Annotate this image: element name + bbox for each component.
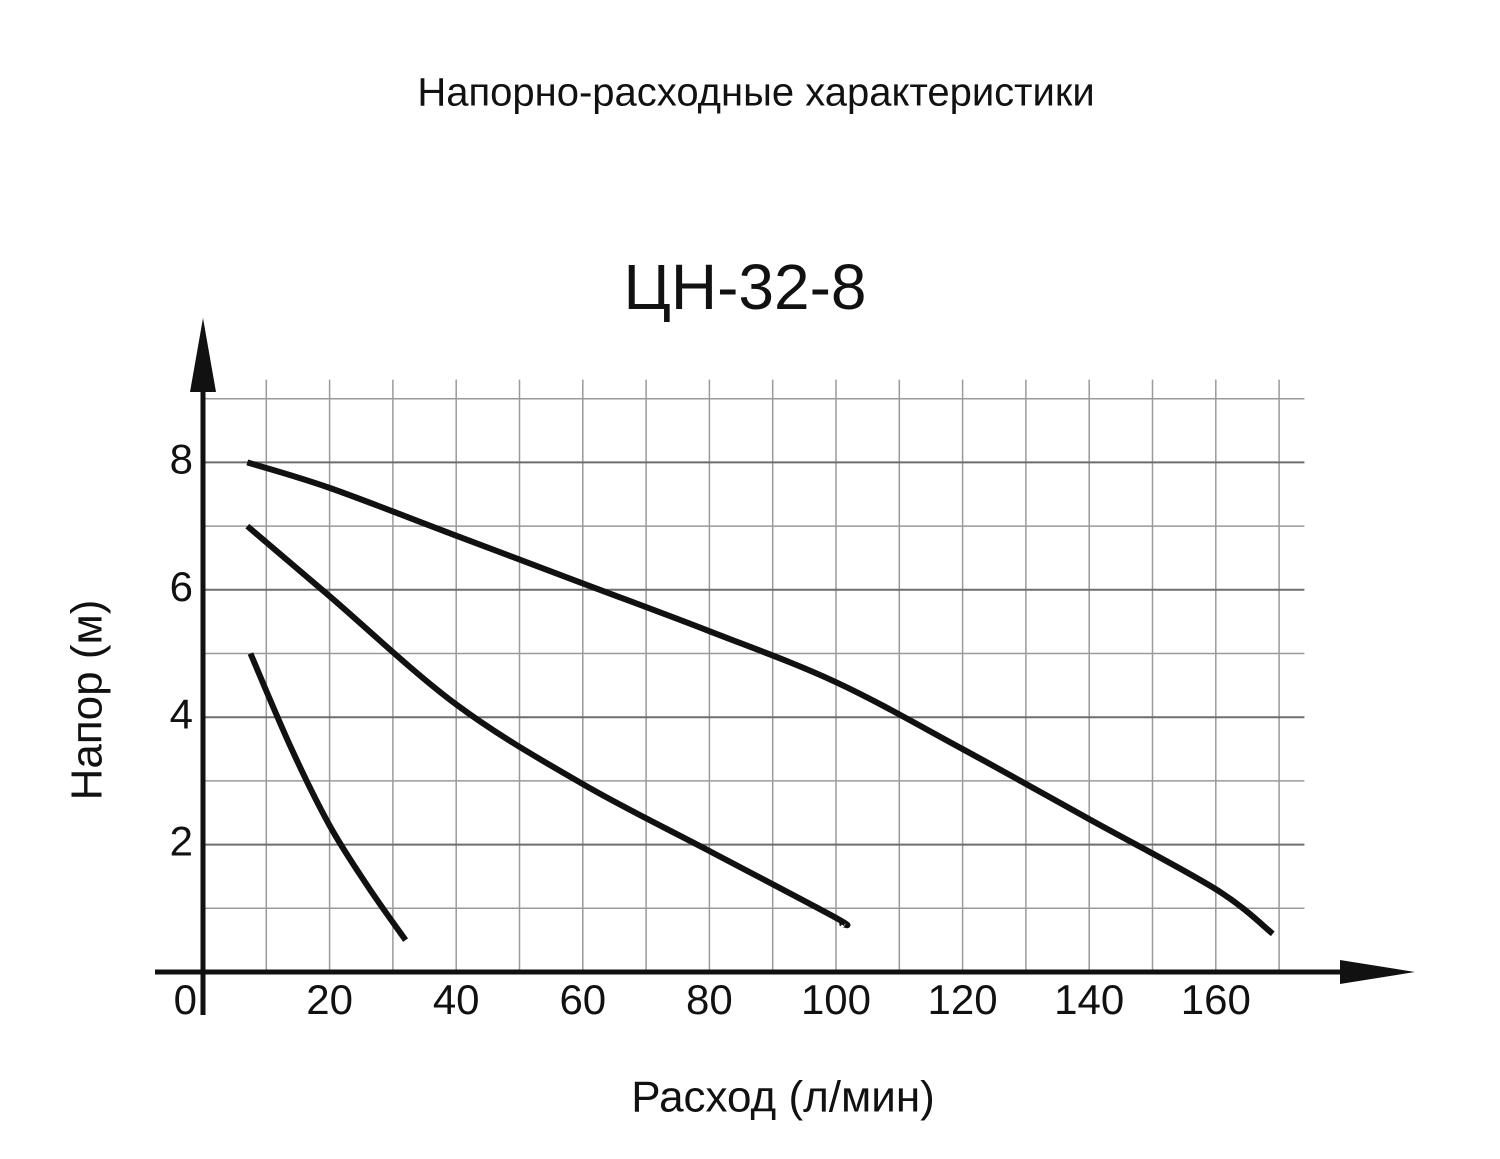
curves (245, 459, 1275, 942)
curve (247, 652, 409, 942)
grid (203, 379, 1305, 972)
y-tick-label: 2 (170, 818, 193, 865)
curve (246, 459, 1275, 937)
y-axis-label: Напор (м) (63, 600, 112, 801)
x-tick-label: 20 (306, 976, 353, 1023)
y-tick-label: 4 (170, 690, 193, 737)
x-tick-label: 140 (1054, 976, 1124, 1023)
x-axis-label: Расход (л/мин) (631, 1073, 935, 1122)
x-tick-label: 80 (686, 976, 733, 1023)
curve (245, 523, 851, 929)
x-tick-label: 60 (559, 976, 606, 1023)
chart-title: ЦН-32-8 (624, 251, 867, 323)
x-tick-label: 160 (1181, 976, 1251, 1023)
tick-labels: 0 20 40 60 80 100 120 140 160 2 4 6 8 (170, 435, 1251, 1023)
x-axis-arrow (1340, 960, 1415, 984)
x-tick-label: 100 (801, 976, 871, 1023)
y-axis-arrow (190, 318, 216, 392)
y-tick-label: 6 (170, 563, 193, 610)
page-title: Напорно-расходные характеристики (417, 71, 1094, 115)
x-tick-label: 0 (174, 976, 197, 1023)
x-tick-label: 40 (433, 976, 480, 1023)
y-tick-label: 8 (170, 435, 193, 482)
x-tick-label: 120 (928, 976, 998, 1023)
